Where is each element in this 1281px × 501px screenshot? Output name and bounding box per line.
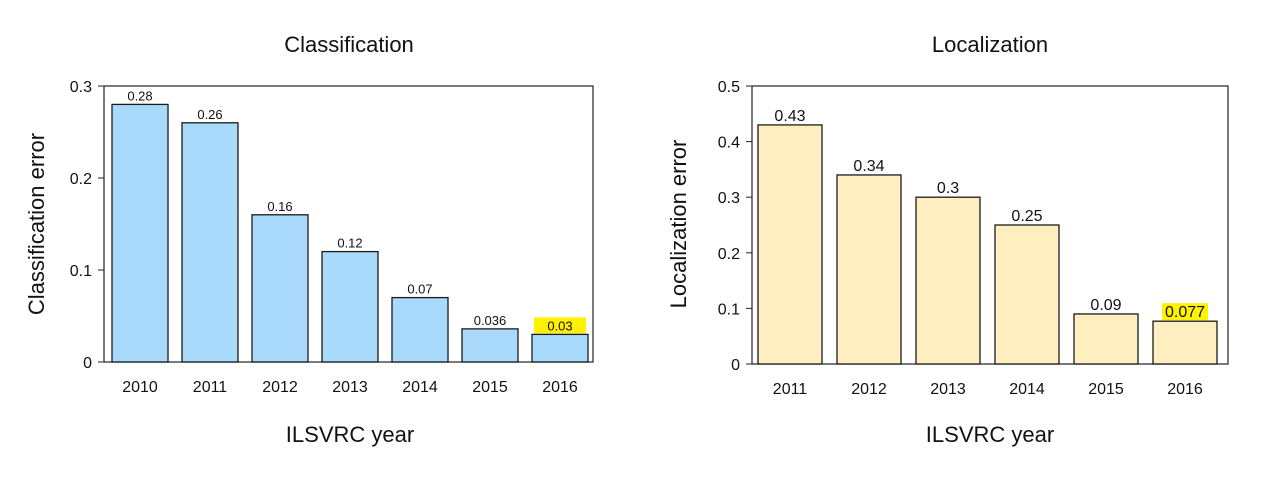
localization-ytick-label: 0.5 [718,79,740,96]
localization-bar-2015 [1073,313,1139,365]
localization-xtick-label: 2013 [930,381,966,398]
classification-xtick-label: 2014 [402,379,438,396]
localization-highlight [1162,303,1208,321]
classification-xtick-label: 2016 [542,379,578,396]
classification-ytick-label: 0.3 [70,79,92,96]
classification-ylabel: Classification error [24,133,49,315]
localization-xlabel: ILSVRC year [926,422,1054,447]
classification-title: Classification [284,32,414,57]
classification-ytick-label: 0.2 [70,171,92,188]
classification-value-label: 0.26 [197,107,222,122]
classification-value-label: 0.16 [267,199,292,214]
localization-value-label: 0.3 [937,180,959,197]
localization-chart: Localization Localization error ILSVRC y… [666,32,1229,447]
localization-ytick-label: 0.2 [718,246,740,263]
localization-marks: 0 0.1 0.2 0.3 0.4 0.5 0.43 2011 0.34 2012 0.3 2013 0… [718,79,1218,398]
localization-plot-frame [751,85,1229,365]
classification-highlight [534,317,586,334]
localization-ytick-label: 0.1 [718,301,740,318]
classification-bar-2016 [531,333,589,363]
localization-xtick-label: 2015 [1088,381,1124,398]
classification-value-label: 0.28 [127,88,152,103]
localization-ytick-label: 0.3 [718,190,740,207]
classification-bar-2014 [391,296,449,363]
localization-bar-2014 [994,224,1060,365]
localization-ytick-label: 0.4 [718,135,740,152]
classification-xtick-label: 2011 [193,379,228,396]
classification-value-label: 0.12 [337,236,362,251]
localization-xtick-label: 2014 [1009,381,1045,398]
classification-ytick-label: 0.1 [70,263,92,280]
classification-bar-2011 [181,122,239,363]
classification-value-label: 0.036 [474,313,507,328]
classification-xtick-label: 2013 [332,379,368,396]
localization-value-label: 0.43 [774,108,805,125]
localization-bar-2012 [836,174,902,365]
localization-bar-2013 [915,196,981,365]
classification-chart: Classification Classification error ILSV… [24,32,594,447]
localization-xtick-label: 2012 [851,381,887,398]
localization-xtick-label: 2016 [1167,381,1203,398]
localization-value-label: 0.25 [1011,208,1042,225]
localization-value-label: 0.34 [853,158,884,175]
classification-bar-2012 [251,214,309,363]
localization-xtick-label: 2011 [773,381,808,398]
classification-ytick-label: 0 [83,355,92,372]
classification-bar-2010 [111,103,169,363]
localization-ylabel: Localization error [666,140,691,309]
localization-bar-2016 [1152,320,1218,365]
classification-xtick-label: 2010 [122,379,158,396]
classification-xtick-label: 2015 [472,379,508,396]
classification-xlabel: ILSVRC year [286,422,414,447]
classification-marks: 0 0.1 0.2 0.3 0.28 2010 0.26 2011 0.16 2012 0.12 20… [70,79,589,396]
classification-value-label: 0.03 [547,318,572,333]
localization-bar-2011 [757,124,823,365]
classification-bar-2013 [321,250,379,363]
localization-ytick-label: 0 [731,357,740,374]
classification-value-label: 0.07 [407,282,432,297]
classification-bar-2015 [461,328,519,363]
classification-xtick-label: 2012 [262,379,298,396]
localization-title: Localization [932,32,1048,57]
localization-value-label: 0.077 [1165,304,1205,321]
localization-value-label: 0.09 [1090,297,1121,314]
